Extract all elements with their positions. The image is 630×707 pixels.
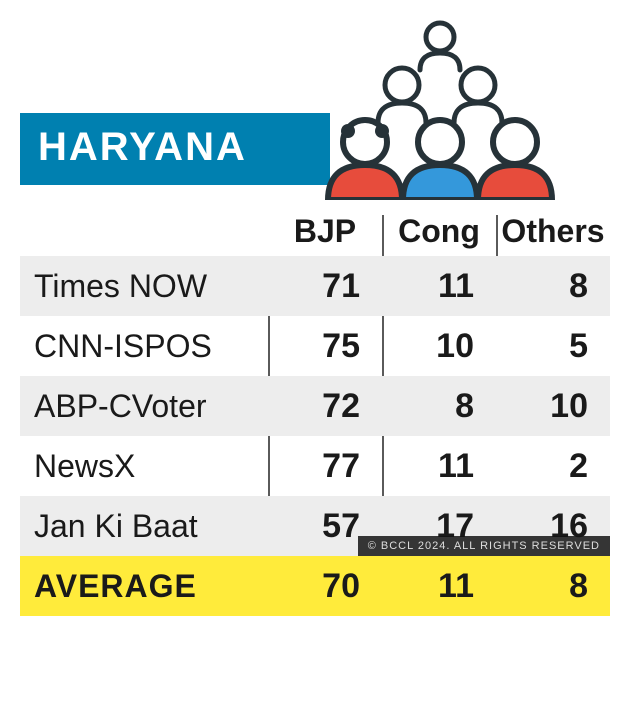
cell-value: 71	[268, 267, 382, 306]
average-label: AVERAGE	[20, 568, 268, 605]
column-headers: BJP Cong Others	[20, 205, 610, 256]
col-others: Others	[496, 213, 610, 250]
people-illustration	[310, 15, 570, 205]
table-row: ABP-CVoter72810	[20, 376, 610, 436]
average-row: AVERAGE 70 11 8 © BCCL 2024. ALL RIGHTS …	[20, 556, 610, 616]
average-cong: 11	[382, 567, 496, 606]
cell-value: 5	[496, 327, 610, 366]
table-row: NewsX77112	[20, 436, 610, 496]
pollster-label: NewsX	[20, 448, 268, 485]
cell-value: 8	[382, 387, 496, 426]
col-cong: Cong	[382, 213, 496, 250]
data-table: Times NOW71118CNN-ISPOS75105ABP-CVoter72…	[20, 256, 610, 616]
cell-value: 8	[496, 267, 610, 306]
cell-value: 2	[496, 447, 610, 486]
pollster-label: CNN-ISPOS	[20, 328, 268, 365]
cell-value: 10	[496, 387, 610, 426]
cell-value: 75	[268, 327, 382, 366]
cell-value: 11	[382, 267, 496, 306]
cell-value: 11	[382, 447, 496, 486]
infographic: HARYANA	[20, 20, 610, 616]
cell-value: 10	[382, 327, 496, 366]
state-title: HARYANA	[20, 113, 330, 185]
average-others: 8	[496, 567, 610, 606]
cell-value: 72	[268, 387, 382, 426]
copyright-notice: © BCCL 2024. ALL RIGHTS RESERVED	[358, 536, 610, 556]
table-row: Times NOW71118	[20, 256, 610, 316]
header: HARYANA	[20, 20, 610, 205]
cell-value: 77	[268, 447, 382, 486]
pollster-label: ABP-CVoter	[20, 388, 268, 425]
col-bjp: BJP	[268, 213, 382, 250]
table-row: CNN-ISPOS75105	[20, 316, 610, 376]
pollster-label: Jan Ki Baat	[20, 508, 268, 545]
pollster-label: Times NOW	[20, 268, 268, 305]
average-bjp: 70	[268, 567, 382, 606]
